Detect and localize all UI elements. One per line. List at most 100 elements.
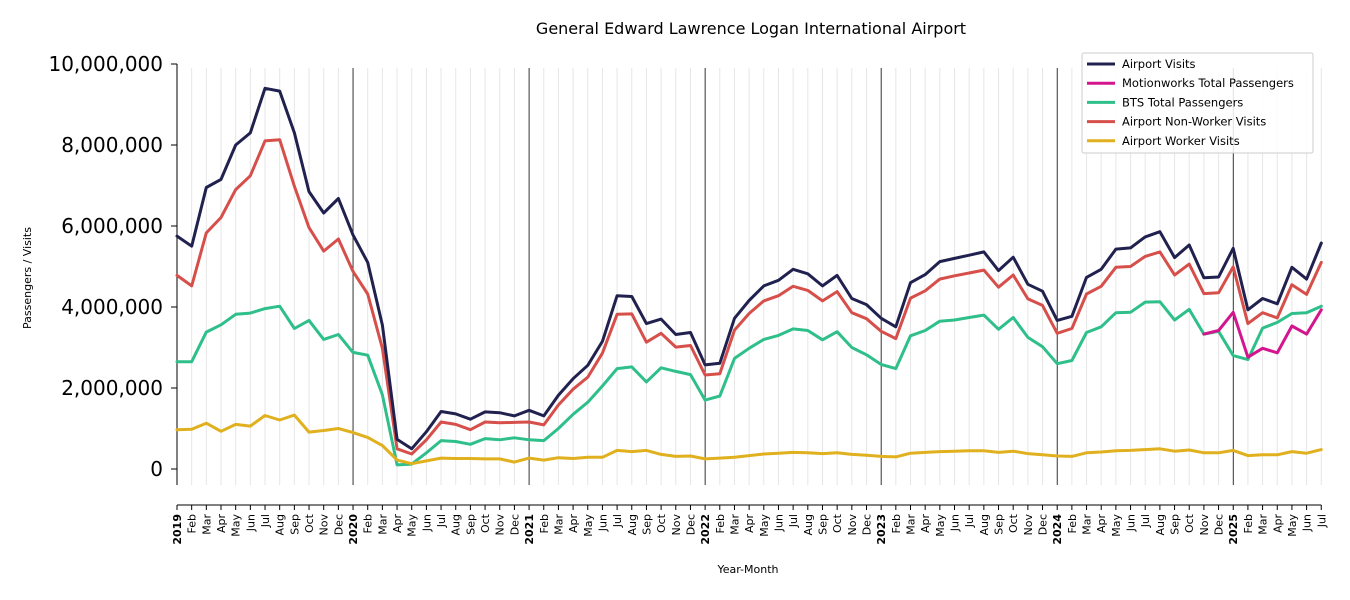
x-tick-label: Aug xyxy=(978,514,991,535)
x-tick-label: Feb xyxy=(186,514,199,533)
x-tick-label: Sep xyxy=(816,514,829,535)
x-tick-label: Nov xyxy=(318,514,331,536)
x-tick-label: Oct xyxy=(1007,513,1020,533)
legend-label: Airport Worker Visits xyxy=(1122,134,1240,148)
x-tick-label: Nov xyxy=(1198,514,1211,536)
x-tick-label: 2021 xyxy=(523,514,536,545)
x-axis: 2019 Feb Mar Apr May Jun Jul Aug Sep Oct Nov Dec 202… xyxy=(171,504,1328,545)
x-tick-label: Sep xyxy=(1169,514,1182,535)
x-tick-label: Sep xyxy=(464,514,477,535)
legend-label: Airport Visits xyxy=(1122,57,1196,71)
y-tick-label: 4,000,000 xyxy=(61,295,163,319)
x-tick-label: Feb xyxy=(1242,514,1255,533)
series-line-bts-total-passengers xyxy=(175,300,1323,467)
x-tick-label: Jul xyxy=(1315,514,1328,528)
y-tick-label: 10,000,000 xyxy=(48,52,163,76)
x-tick-label: May xyxy=(1110,514,1123,537)
y-tick-label: 2,000,000 xyxy=(61,376,163,400)
x-tick-label: Jun xyxy=(1301,514,1314,532)
x-tick-label: May xyxy=(230,514,243,537)
x-tick-label: Dec xyxy=(508,514,521,535)
x-tick-label: Jul xyxy=(787,514,800,528)
x-tick-label: Mar xyxy=(376,514,389,535)
x-tick-label: Apr xyxy=(1095,514,1108,534)
x-tick-label: Aug xyxy=(450,514,463,535)
x-tick-label: May xyxy=(1286,514,1299,537)
x-tick-label: Aug xyxy=(274,514,287,535)
x-tick-label: Dec xyxy=(684,514,697,535)
x-tick-label: May xyxy=(934,514,947,537)
x-tick-label: Oct xyxy=(479,513,492,533)
x-tick-label: Feb xyxy=(362,514,375,533)
x-tick-label: Apr xyxy=(391,514,404,534)
x-tick-label: Apr xyxy=(215,514,228,534)
x-tick-label: Mar xyxy=(905,514,918,535)
x-tick-label: Aug xyxy=(802,514,815,535)
x-tick-label: Oct xyxy=(1183,513,1196,533)
x-tick-label: Jun xyxy=(949,514,962,532)
x-tick-label: Apr xyxy=(743,514,756,534)
x-tick-label: Nov xyxy=(1022,514,1035,536)
legend: Airport Visits Motionworks Total Passenge… xyxy=(1081,52,1314,154)
x-tick-label: Apr xyxy=(919,514,932,534)
y-axis: 0 2,000,000 4,000,000 6,000,000 8,000,000 10,… xyxy=(48,52,178,485)
x-tick-label: Jul xyxy=(435,514,448,528)
x-tick-label: Aug xyxy=(626,514,639,535)
x-tick-label: Mar xyxy=(552,514,565,535)
legend-label: BTS Total Passengers xyxy=(1122,95,1243,109)
x-tick-label: Sep xyxy=(288,514,301,535)
x-tick-label: 2023 xyxy=(875,514,888,545)
x-tick-label: Jul xyxy=(963,514,976,528)
x-tick-label: 2019 xyxy=(171,514,184,545)
x-tick-label: 2025 xyxy=(1227,514,1240,545)
x-tick-label: Jun xyxy=(772,514,785,532)
series-line-airport-worker-visits xyxy=(175,413,1323,466)
x-tick-label: 2024 xyxy=(1051,514,1064,545)
x-tick-label: Dec xyxy=(332,514,345,535)
legend-box xyxy=(1081,52,1314,154)
x-tick-label: Apr xyxy=(1271,514,1284,534)
x-tick-label: Oct xyxy=(303,513,316,533)
x-tick-label: Dec xyxy=(1213,514,1226,535)
legend-label: Airport Non-Worker Visits xyxy=(1122,115,1266,129)
x-axis-label: Year-Month xyxy=(716,563,778,576)
plot-lines xyxy=(175,86,1323,467)
x-tick-label: Nov xyxy=(494,514,507,536)
x-tick-label: Jun xyxy=(1125,514,1138,532)
x-tick-label: Dec xyxy=(860,514,873,535)
x-tick-label: Dec xyxy=(1037,514,1050,535)
chart-title: General Edward Lawrence Logan Internatio… xyxy=(536,19,966,38)
x-tick-label: Sep xyxy=(993,514,1006,535)
series-line-airport-visits xyxy=(175,86,1323,451)
x-tick-label: Jun xyxy=(596,514,609,532)
y-tick-label: 8,000,000 xyxy=(61,133,163,157)
series-line-airport-non-worker-visits xyxy=(175,138,1323,456)
x-tick-label: Jul xyxy=(611,514,624,528)
x-tick-label: 2022 xyxy=(699,514,712,545)
x-tick-label: Nov xyxy=(846,514,859,536)
x-tick-label: 2020 xyxy=(347,514,360,545)
x-tick-label: Jul xyxy=(259,514,272,528)
x-tick-label: Oct xyxy=(655,513,668,533)
y-tick-label: 0 xyxy=(150,457,163,481)
x-tick-label: Jun xyxy=(244,514,257,532)
grid xyxy=(176,68,1322,485)
x-tick-label: Aug xyxy=(1154,514,1167,535)
x-tick-label: May xyxy=(406,514,419,537)
x-tick-label: Mar xyxy=(1257,514,1270,535)
series-line-motionworks-total-passengers xyxy=(1202,308,1323,359)
x-tick-label: Oct xyxy=(831,513,844,533)
x-tick-label: May xyxy=(758,514,771,537)
x-tick-label: Jun xyxy=(420,514,433,532)
x-tick-label: Mar xyxy=(1081,514,1094,535)
x-tick-label: Nov xyxy=(670,514,683,536)
x-tick-label: Feb xyxy=(890,514,903,533)
x-tick-label: May xyxy=(582,514,595,537)
x-tick-label: Mar xyxy=(728,514,741,535)
x-tick-label: Jul xyxy=(1139,514,1152,528)
x-tick-label: Apr xyxy=(567,514,580,534)
x-tick-label: Feb xyxy=(1066,514,1079,533)
x-tick-label: Feb xyxy=(538,514,551,533)
y-tick-label: 6,000,000 xyxy=(61,214,163,238)
